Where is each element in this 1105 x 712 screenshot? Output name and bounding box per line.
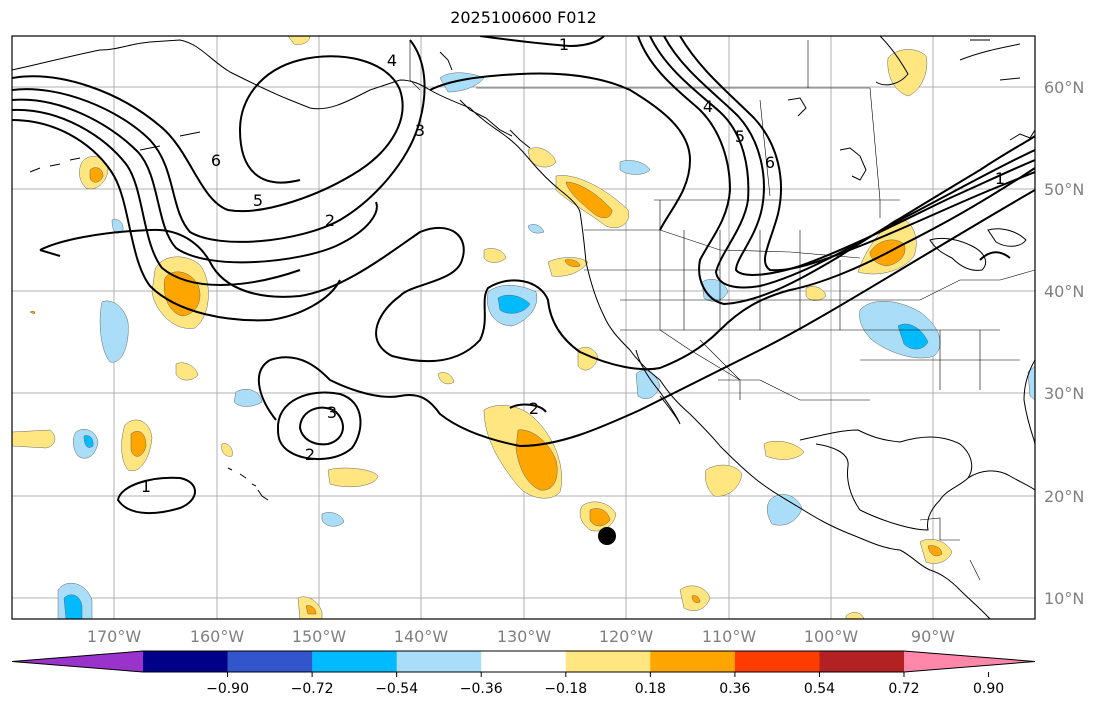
colorbar-segment: [396, 651, 482, 672]
colorbar-label: 0.90: [973, 681, 1004, 697]
colorbar: [11, 650, 1036, 673]
map-title: 2025100600 F012: [450, 8, 597, 27]
colorbar-label: −0.90: [206, 681, 249, 697]
colorbar-label: 0.72: [888, 681, 919, 697]
lat-tick-label: 40°N: [1044, 282, 1084, 301]
contour-label: 6: [765, 153, 775, 172]
lat-tick-label: 10°N: [1044, 589, 1084, 608]
colorbar-segment: [312, 651, 398, 672]
contour-labels: 1 4 3 6 5 2 4 5 6 2 3 2 1 1: [141, 35, 1005, 496]
colorbar-label: −0.36: [460, 681, 503, 697]
cyclone-marker: [598, 527, 616, 545]
contour-label: 3: [327, 403, 337, 422]
contour-label: 2: [529, 399, 539, 418]
contour-label: 1: [559, 35, 569, 54]
colorbar-label: −0.54: [375, 681, 418, 697]
contour-label: 5: [735, 127, 745, 146]
colorbar-segment: [143, 651, 229, 672]
contour-label: 2: [305, 445, 315, 464]
colorbar-outline: [11, 650, 1036, 673]
colorbar-segment: [565, 651, 651, 672]
contour-label: 6: [211, 151, 221, 170]
lat-tick-label: 20°N: [1044, 487, 1084, 506]
lon-tick-label: 170°W: [87, 627, 142, 646]
colorbar-segment: [734, 651, 820, 672]
colorbar-label: −0.72: [291, 681, 334, 697]
contour-label: 2: [325, 211, 335, 230]
anomaly-fills: [12, 36, 1035, 619]
borders: [409, 40, 1035, 581]
lon-tick-label: 120°W: [599, 627, 654, 646]
colorbar-label: 0.36: [719, 681, 750, 697]
lat-tick-label: 30°N: [1044, 384, 1084, 403]
colorbar-label: 0.54: [804, 681, 835, 697]
colorbar-extend-low: [12, 651, 143, 672]
colorbar-label: 0.18: [635, 681, 666, 697]
colorbar-segment: [227, 651, 313, 672]
colorbar-labels: −0.90 −0.72 −0.54 −0.36 −0.18 0.18 0.36 0.54 0.7…: [206, 672, 1004, 697]
colorbar-segment: [481, 651, 567, 672]
contour-label: 1: [141, 477, 151, 496]
lon-tick-label: 100°W: [804, 627, 859, 646]
map-frame: [11, 35, 1036, 620]
contour-label: 4: [703, 97, 713, 116]
contour-label: 3: [415, 121, 425, 140]
contour-label: 1: [995, 169, 1005, 188]
lon-tick-label: 150°W: [292, 627, 347, 646]
lon-tick-labels: 170°W 160°W 150°W 140°W 130°W 120°W 110°…: [87, 627, 955, 646]
lat-tick-label: 50°N: [1044, 180, 1084, 199]
colorbar-label: −0.18: [544, 681, 587, 697]
lon-tick-label: 160°W: [190, 627, 245, 646]
colorbar-extend-high: [904, 651, 1035, 672]
lon-tick-label: 130°W: [497, 627, 552, 646]
lon-tick-label: 140°W: [394, 627, 449, 646]
height-contours: [12, 36, 1035, 515]
colorbar-segment: [650, 651, 736, 672]
lat-tick-label: 60°N: [1044, 78, 1084, 97]
colorbar-segment: [819, 651, 905, 672]
contour-label: 4: [387, 51, 397, 70]
lon-tick-label: 90°W: [911, 627, 955, 646]
lon-tick-label: 110°W: [702, 627, 757, 646]
coastlines: [12, 36, 1035, 619]
contour-label: 5: [253, 191, 263, 210]
lat-tick-labels: 60°N 50°N 40°N 30°N 20°N 10°N: [1044, 78, 1084, 608]
